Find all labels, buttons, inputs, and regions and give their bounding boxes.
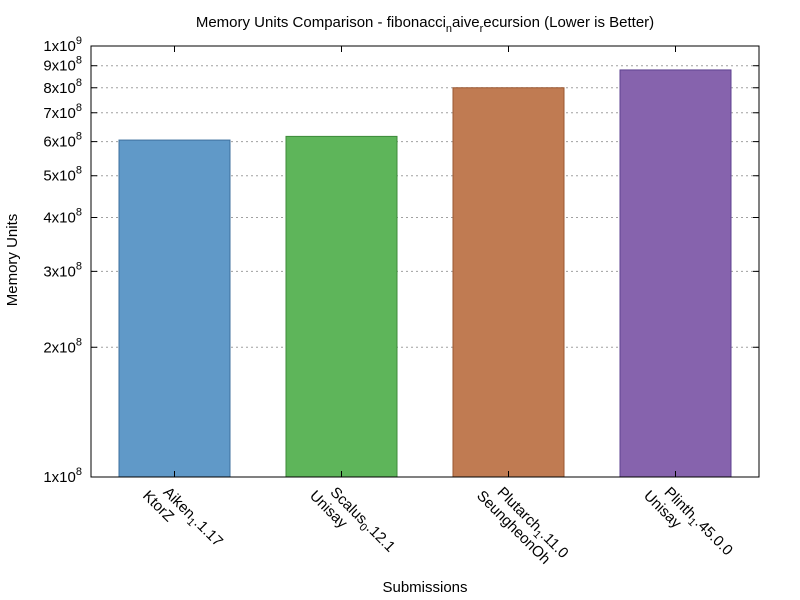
y-tick-label: 7x108 (43, 102, 82, 122)
y-tick-label: 8x108 (43, 77, 82, 97)
bar (285, 135, 398, 478)
y-tick-label: 1x109 (43, 35, 82, 55)
bar (118, 139, 231, 478)
y-tick-label: 5x108 (43, 165, 82, 185)
y-tick-label: 2x108 (43, 336, 82, 356)
chart-title: Memory Units Comparison - fibonaccinaive… (196, 14, 654, 35)
y-tick-label: 9x108 (43, 55, 82, 75)
plot-frame (90, 45, 760, 478)
bar (452, 87, 565, 478)
y-axis-ticks: 1x108 2x108 3x108 4x108 5x108 6x108 7x108 8x108… (43, 35, 759, 486)
y-axis-label: Memory Units (4, 214, 21, 307)
y-tick-label: 3x108 (43, 260, 82, 280)
y-tick-label: 6x108 (43, 131, 82, 151)
y-tick-label: 4x108 (43, 207, 82, 227)
x-axis-label: Submissions (382, 579, 467, 596)
bar (619, 69, 732, 478)
bars (118, 69, 732, 478)
y-tick-label: 1x108 (43, 466, 82, 486)
